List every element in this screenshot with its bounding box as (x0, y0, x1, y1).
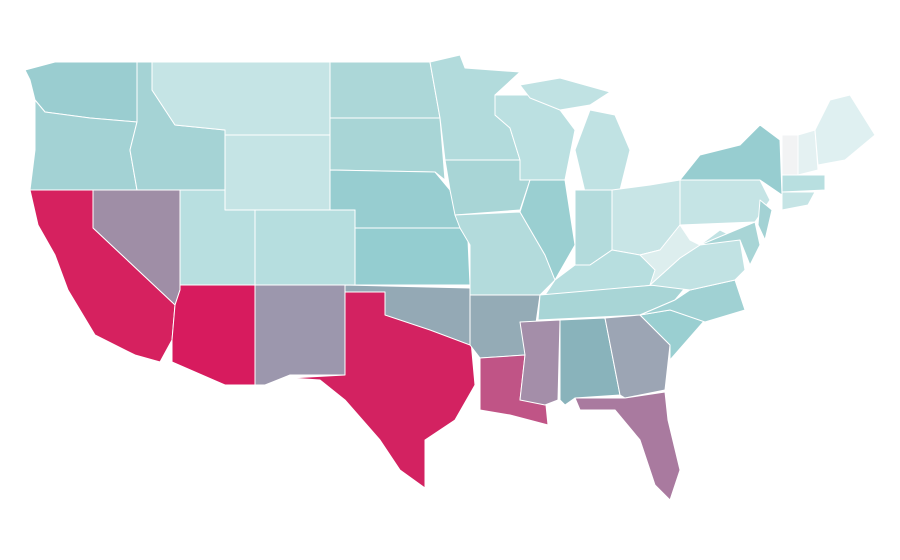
state-region (329, 117, 446, 181)
state-region (224, 134, 331, 211)
state-region (354, 227, 471, 286)
state-region (519, 179, 576, 281)
state-region (679, 179, 771, 226)
state-region (814, 94, 876, 166)
state-region (781, 191, 816, 211)
state-region (574, 391, 681, 501)
state-region (329, 61, 441, 119)
state-region (519, 77, 611, 111)
state-region (171, 284, 256, 386)
state-region (781, 174, 826, 193)
state-region (781, 134, 799, 176)
state-region (797, 129, 819, 176)
state-region (574, 109, 631, 193)
state-region (29, 189, 176, 363)
state-region (519, 319, 561, 406)
state-region (254, 284, 346, 386)
state-region (254, 209, 356, 286)
state-region (679, 124, 783, 196)
state-region (151, 61, 331, 136)
state-region (757, 199, 773, 241)
state-region (444, 159, 531, 216)
state-region (699, 221, 761, 266)
